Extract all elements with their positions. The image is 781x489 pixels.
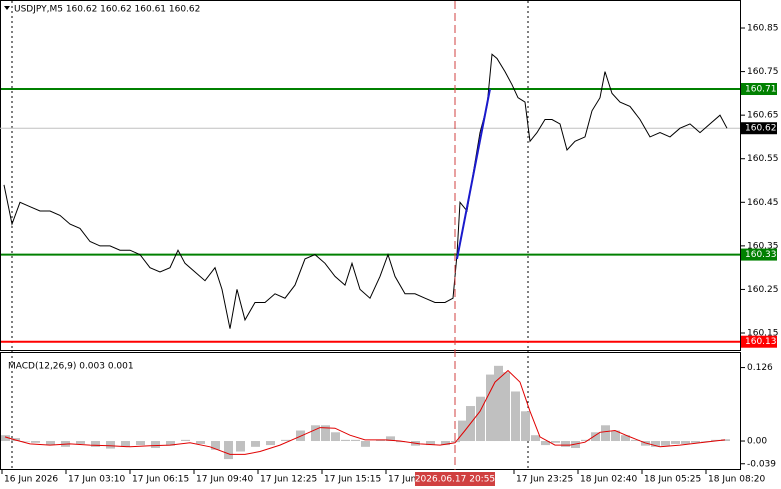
level-label-box xyxy=(741,335,777,348)
histogram-bar xyxy=(31,441,40,443)
histogram-bar xyxy=(441,441,450,446)
histogram-bar xyxy=(181,439,190,442)
x-tick-label: 17 Jun 15:15 xyxy=(324,475,381,485)
chart-title: USDJPY,M5 160.62 160.62 160.61 160.62 xyxy=(14,5,200,15)
histogram-bar xyxy=(151,441,160,449)
y-tick-label: 160.35 xyxy=(747,241,779,251)
trend-line xyxy=(456,88,491,260)
histogram-bar xyxy=(551,441,560,443)
histogram-bar xyxy=(721,439,730,442)
macd-panel-border xyxy=(0,352,741,470)
x-tick-label: 17 Jun 23:25 xyxy=(516,475,573,485)
histogram-bar xyxy=(91,441,100,447)
price-panel-border xyxy=(0,0,741,351)
histogram-bar xyxy=(281,439,290,442)
y-tick-label: 160.15 xyxy=(747,329,779,339)
histogram-bar xyxy=(396,441,405,443)
histogram-bar xyxy=(311,425,320,442)
y-tick-label: 160.55 xyxy=(747,154,779,164)
histogram-bar xyxy=(631,439,640,442)
level-label-box xyxy=(741,83,777,96)
histogram-bar xyxy=(494,365,503,442)
histogram-bar xyxy=(166,441,175,446)
level-label: 160.33 xyxy=(745,250,777,260)
x-tick-label: 16 Jun 2026 xyxy=(4,475,58,485)
histogram-bar xyxy=(671,441,680,444)
x-tick-label: 17 Jun 12:25 xyxy=(260,475,317,485)
histogram-bar xyxy=(266,441,275,446)
histogram-bar xyxy=(106,441,115,449)
x-tick-label: 18 Jun 05:25 xyxy=(644,475,701,485)
histogram-bar xyxy=(621,435,630,442)
x-tick-label: 17 Jun 09:40 xyxy=(196,475,253,485)
histogram-bar xyxy=(501,372,510,442)
histogram-bar xyxy=(361,441,370,447)
histogram-bar xyxy=(611,430,620,442)
x-tick-label: 18 Jun 02:40 xyxy=(580,475,637,485)
histogram-bar xyxy=(476,396,485,442)
histogram-bar xyxy=(46,441,55,446)
histogram-bar xyxy=(581,439,590,442)
histogram-bar xyxy=(236,441,245,452)
crosshair-label-box xyxy=(415,472,495,486)
crosshair-label: 2026.06.17 20:55 xyxy=(415,475,495,485)
histogram-bar xyxy=(681,441,690,444)
histogram-bar xyxy=(711,439,720,442)
menu-triangle[interactable] xyxy=(4,6,10,10)
x-tick-label: 18 Jun 08:20 xyxy=(708,475,765,485)
histogram-bar xyxy=(136,441,145,446)
x-tick-label: 17 Jun xyxy=(388,475,416,485)
y-tick-label: 160.25 xyxy=(747,285,779,295)
histogram-bar xyxy=(486,374,495,442)
level-label: 160.71 xyxy=(745,85,777,95)
histogram-bar xyxy=(76,441,85,444)
y-tick-label: -0.039 xyxy=(747,459,776,469)
histogram-bar xyxy=(691,441,700,443)
histogram-bar xyxy=(561,441,570,447)
histogram-bar xyxy=(121,441,130,447)
signal-line xyxy=(4,369,726,455)
histogram-bar xyxy=(351,439,360,442)
histogram-bar xyxy=(386,436,395,442)
histogram-bar xyxy=(341,439,350,442)
y-tick-label: 160.65 xyxy=(747,111,779,121)
price-line xyxy=(3,53,728,329)
last-price-label: 160.62 xyxy=(745,124,777,134)
histogram-bar xyxy=(426,441,435,446)
y-tick-label: 160.85 xyxy=(747,24,779,34)
histogram-bar xyxy=(458,420,467,442)
histogram-bar xyxy=(251,441,260,447)
histogram-bar xyxy=(601,425,610,442)
histogram-bar xyxy=(701,441,710,442)
x-tick-label: 17 Jun 03:10 xyxy=(68,475,125,485)
y-tick-label: 0.126 xyxy=(747,363,773,373)
histogram-bar xyxy=(1,435,10,442)
last-price-box xyxy=(741,122,777,135)
histogram-bar xyxy=(224,441,233,460)
y-tick-label: 0.00 xyxy=(747,437,767,447)
histogram-bar xyxy=(541,441,550,446)
histogram-bar xyxy=(591,432,600,442)
macd-title: MACD(12,26,9) 0.003 0.001 xyxy=(8,362,134,372)
histogram-bar xyxy=(211,441,220,450)
histogram-bar xyxy=(321,425,330,442)
histogram-bar xyxy=(21,441,30,442)
histogram-bar xyxy=(331,432,340,442)
histogram-bar xyxy=(651,441,660,447)
histogram-bar xyxy=(196,441,205,444)
level-label: 160.13 xyxy=(745,337,777,347)
histogram-bar xyxy=(521,411,530,442)
y-tick-label: 160.75 xyxy=(747,67,779,77)
level-label-box xyxy=(741,248,777,261)
histogram-bar xyxy=(376,439,385,442)
histogram-bar xyxy=(531,435,540,442)
x-tick-label: 17 Jun 06:15 xyxy=(132,475,189,485)
histogram-bar xyxy=(511,391,520,442)
y-tick-label: 160.45 xyxy=(747,198,779,208)
histogram-bar xyxy=(661,441,670,446)
